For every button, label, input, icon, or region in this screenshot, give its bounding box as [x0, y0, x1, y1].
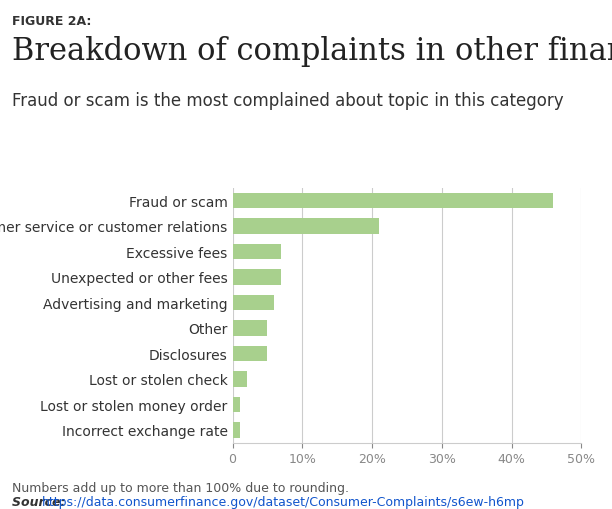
Bar — [233, 422, 239, 438]
Bar — [233, 372, 247, 387]
Bar — [233, 346, 267, 361]
Text: Breakdown of complaints in other financial services category: Breakdown of complaints in other financi… — [12, 36, 612, 67]
Bar — [233, 219, 379, 234]
Text: Source:: Source: — [12, 495, 70, 507]
Text: https://data.consumerfinance.gov/dataset/Consumer-Complaints/s6ew-h6mp: https://data.consumerfinance.gov/dataset… — [42, 495, 524, 507]
Text: FIGURE 2A:: FIGURE 2A: — [12, 15, 92, 28]
Text: Numbers add up to more than 100% due to rounding.: Numbers add up to more than 100% due to … — [12, 481, 349, 494]
Bar — [233, 397, 239, 412]
Bar — [233, 244, 282, 260]
Bar — [233, 321, 267, 336]
Bar — [233, 270, 282, 285]
Text: Fraud or scam is the most complained about topic in this category: Fraud or scam is the most complained abo… — [12, 92, 564, 109]
Bar — [233, 295, 274, 310]
Bar — [233, 193, 553, 209]
